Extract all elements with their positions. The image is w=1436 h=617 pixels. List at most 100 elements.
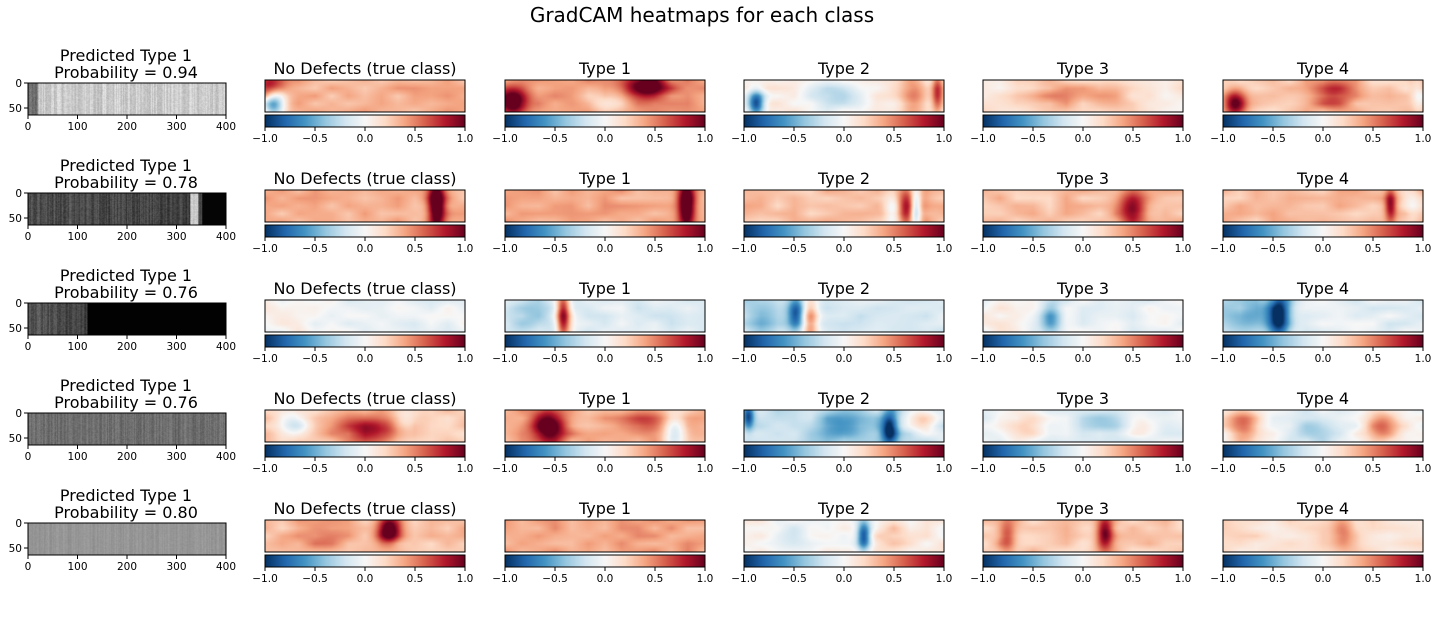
- heatmap-frame: [743, 409, 945, 443]
- heatmap-title: Type 4: [1296, 279, 1349, 298]
- heatmap-frame: [982, 299, 1184, 333]
- colorbar-tick-label: −1.0: [970, 243, 996, 255]
- colorbar-tick-label: −0.5: [542, 133, 568, 145]
- colorbar-tick-label: 0.0: [1315, 133, 1332, 145]
- colorbar-tick-label: −1.0: [492, 573, 518, 585]
- colorbar: [743, 444, 945, 458]
- input-xtick-label: 200: [117, 121, 137, 133]
- colorbar-tick-label: −0.5: [302, 573, 328, 585]
- colorbar: [982, 554, 1184, 568]
- heatmap-title: Type 2: [817, 499, 870, 518]
- colorbar-tick-label: −1.0: [970, 133, 996, 145]
- colorbar: [982, 224, 1184, 238]
- colorbar: [982, 444, 1184, 458]
- colorbar-tick-label: −0.5: [1260, 463, 1286, 475]
- heatmap-image: [265, 520, 465, 552]
- colorbar-tick-label: 0.0: [1075, 353, 1092, 365]
- heatmap-image: [983, 190, 1183, 222]
- input-title-predicted: Predicted Type 1: [60, 156, 192, 175]
- colorbar-tick-label: 0.0: [1075, 133, 1092, 145]
- colorbar: [743, 554, 945, 568]
- colorbar-tick-label: −1.0: [731, 573, 757, 585]
- heatmap-image: [744, 190, 944, 222]
- input-ytick-label: 50: [9, 433, 22, 445]
- input-xtick-label: 200: [117, 341, 137, 353]
- colorbar-tick-label: −0.5: [1260, 573, 1286, 585]
- colorbar-tick-label: −0.5: [781, 353, 807, 365]
- colorbar-tick-label: −0.5: [302, 133, 328, 145]
- colorbar: [504, 554, 706, 568]
- heatmap-title: No Defects (true class): [273, 59, 456, 78]
- heatmap-frame: [982, 519, 1184, 553]
- colorbar-tick-label: −0.5: [1260, 243, 1286, 255]
- colorbar-tick-label: −1.0: [731, 463, 757, 475]
- input-title-probability: Probability = 0.76: [54, 393, 198, 412]
- heatmap-title: Type 2: [817, 389, 870, 408]
- heatmap-frame: [982, 79, 1184, 113]
- colorbar: [264, 114, 466, 128]
- colorbar-tick-label: 1.0: [1415, 463, 1432, 475]
- colorbar: [1222, 224, 1424, 238]
- colorbar-tick-label: 1.0: [936, 243, 953, 255]
- colorbar-tick-label: 1.0: [457, 353, 474, 365]
- colorbar-tick-label: 0.5: [1365, 353, 1382, 365]
- heatmap-frame: [504, 189, 706, 223]
- colorbar-tick-label: 0.5: [1365, 243, 1382, 255]
- heatmap-image: [265, 80, 465, 112]
- heatmap-title: Type 4: [1296, 169, 1349, 188]
- heatmap-image: [983, 300, 1183, 332]
- colorbar: [504, 114, 706, 128]
- heatmap-image: [1223, 410, 1423, 442]
- colorbar-tick-label: −0.5: [1020, 463, 1046, 475]
- heatmap-title: Type 3: [1056, 389, 1109, 408]
- input-xtick-label: 300: [166, 231, 186, 243]
- colorbar-tick-label: −0.5: [542, 243, 568, 255]
- colorbar: [1222, 334, 1424, 348]
- heatmap-frame: [982, 409, 1184, 443]
- heatmap-title: Type 1: [578, 59, 631, 78]
- colorbar-tick-label: 0.0: [836, 463, 853, 475]
- colorbar-tick-label: −1.0: [970, 353, 996, 365]
- input-ytick-label: 50: [9, 543, 22, 555]
- input-ytick-label: 0: [15, 298, 22, 310]
- input-title-predicted: Predicted Type 1: [60, 46, 192, 65]
- heatmap-frame: [1222, 409, 1424, 443]
- colorbar-tick-label: 1.0: [697, 573, 714, 585]
- input-xtick-label: 100: [67, 451, 87, 463]
- colorbar-tick-label: 0.0: [597, 353, 614, 365]
- colorbar-tick-label: 0.0: [1315, 573, 1332, 585]
- colorbar-tick-label: 0.0: [1075, 243, 1092, 255]
- colorbar: [504, 334, 706, 348]
- input-image: [28, 193, 226, 225]
- colorbar-tick-label: 0.0: [1315, 353, 1332, 365]
- colorbar-tick-label: 0.0: [357, 353, 374, 365]
- heatmap-image: [265, 300, 465, 332]
- input-title-probability: Probability = 0.76: [54, 283, 198, 302]
- colorbar-tick-label: 0.5: [1125, 353, 1142, 365]
- heatmap-image: [744, 80, 944, 112]
- colorbar-tick-label: 1.0: [1175, 243, 1192, 255]
- colorbar-tick-label: −1.0: [1210, 243, 1236, 255]
- heatmap-frame: [743, 79, 945, 113]
- colorbar-tick-label: 0.5: [886, 353, 903, 365]
- colorbar-tick-label: 0.5: [1125, 573, 1142, 585]
- colorbar-tick-label: −1.0: [492, 243, 518, 255]
- heatmap-title: Type 1: [578, 389, 631, 408]
- heatmap-frame: [743, 299, 945, 333]
- colorbar-tick-label: −1.0: [492, 133, 518, 145]
- colorbar-tick-label: 0.0: [357, 243, 374, 255]
- heatmap-title: Type 4: [1296, 499, 1349, 518]
- input-ytick-label: 50: [9, 103, 22, 115]
- input-xtick-label: 0: [25, 341, 32, 353]
- colorbar-tick-label: 1.0: [697, 133, 714, 145]
- colorbar-tick-label: −1.0: [492, 353, 518, 365]
- colorbar-tick-label: 0.5: [647, 353, 664, 365]
- colorbar-tick-label: −0.5: [542, 463, 568, 475]
- heatmap-frame: [504, 79, 706, 113]
- colorbar-tick-label: −1.0: [252, 353, 278, 365]
- colorbar-tick-label: −1.0: [252, 133, 278, 145]
- colorbar-tick-label: 0.0: [597, 243, 614, 255]
- colorbar-tick-label: 0.0: [836, 573, 853, 585]
- input-xtick-label: 300: [166, 121, 186, 133]
